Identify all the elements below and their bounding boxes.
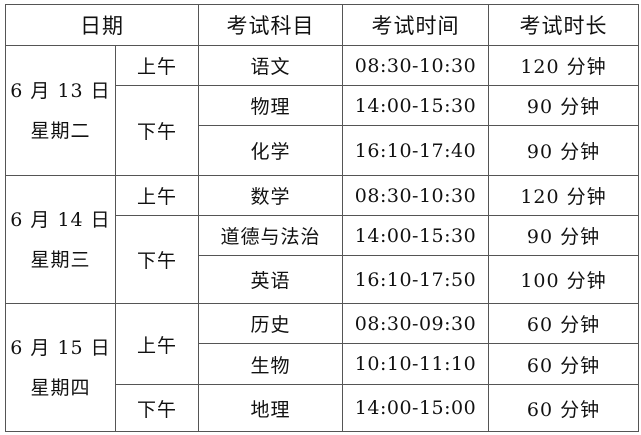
header-subject: 考试科目 [198,4,343,46]
time-cell: 10:10-11:10 [342,343,489,385]
period-cell: 上午 [115,303,199,385]
duration-cell: 120 分钟 [488,45,639,86]
table-row: 6 月 15 日星期四 上午 历史 08:30-09:30 60 分钟 [5,303,639,432]
period-cell: 下午 [115,215,199,304]
duration-cell: 90 分钟 [488,125,639,176]
subject-cell: 历史 [198,303,343,344]
subject-cell: 道德与法治 [198,215,343,256]
time-cell: 16:10-17:50 [342,255,489,304]
date-text: 6 月 15 日 [10,336,111,359]
header-duration: 考试时长 [488,4,639,46]
duration-cell: 90 分钟 [488,85,639,126]
table-row: 化学 16:10-17:40 90 分钟 [6,125,639,176]
subject-cell: 化学 [198,125,343,176]
date-cell: 6 月 14 日星期三 [5,175,116,304]
date-text: 6 月 13 日 [10,79,111,102]
time-cell: 08:30-09:30 [342,303,489,344]
subject-cell: 生物 [198,343,343,385]
period-cell: 下午 [115,85,199,176]
time-cell: 14:00-15:00 [342,384,489,432]
weekday-text: 星期三 [30,248,91,271]
exam-schedule-table: 日期 考试科目 考试时间 考试时长 6 月 13 日星期二 上午 语文 08:30-1… [5,4,639,432]
table-row: 英语 16:10-17:50 100 分钟 [6,255,639,304]
subject-cell: 英语 [198,255,343,304]
period-cell: 上午 [115,175,199,216]
subject-cell: 数学 [198,175,343,216]
time-cell: 14:00-15:30 [342,85,489,126]
duration-cell: 120 分钟 [488,175,639,216]
period-cell: 上午 [115,45,199,86]
subject-cell: 语文 [198,45,343,86]
weekday-text: 星期四 [30,376,91,399]
date-text: 6 月 14 日 [10,208,111,231]
period-cell: 下午 [115,384,199,432]
table-row: 下午 道德与法治 14:00-15:30 90 分钟 [6,215,639,304]
duration-cell: 90 分钟 [488,215,639,256]
subject-cell: 地理 [198,384,343,432]
weekday-text: 星期二 [30,119,91,142]
table-row: 6 月 13 日星期二 上午 语文 08:30-10:30 120 分钟 [5,45,639,176]
header-row: 日期 考试科目 考试时间 考试时长 [5,4,639,46]
time-cell: 08:30-10:30 [342,45,489,86]
table-row: 下午 物理 14:00-15:30 90 分钟 [6,85,639,176]
table-row: 下午 地理 14:00-15:00 60 分钟 [6,384,639,432]
date-cell: 6 月 15 日星期四 [5,303,116,432]
table-row: 生物 10:10-11:10 60 分钟 [6,343,639,385]
time-cell: 08:30-10:30 [342,175,489,216]
header-date: 日期 [5,4,199,46]
duration-cell: 60 分钟 [488,343,639,385]
table-row: 6 月 14 日星期三 上午 数学 08:30-10:30 120 分钟 [5,175,639,304]
duration-cell: 100 分钟 [488,255,639,304]
duration-cell: 60 分钟 [488,384,639,432]
time-cell: 16:10-17:40 [342,125,489,176]
header-time: 考试时间 [342,4,489,46]
duration-cell: 60 分钟 [488,303,639,344]
time-cell: 14:00-15:30 [342,215,489,256]
date-cell: 6 月 13 日星期二 [5,45,116,176]
subject-cell: 物理 [198,85,343,126]
